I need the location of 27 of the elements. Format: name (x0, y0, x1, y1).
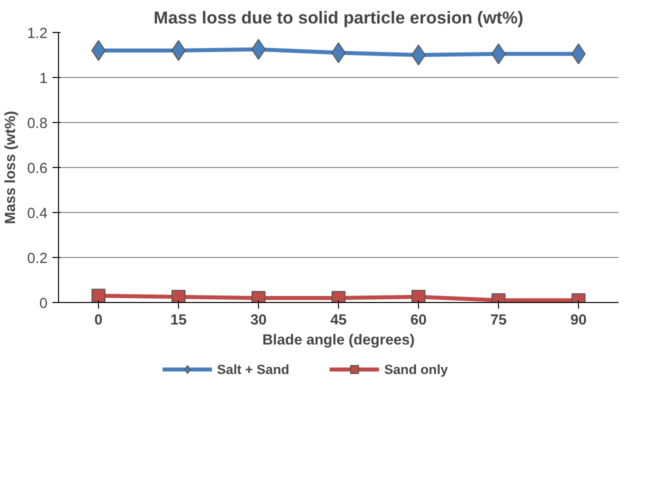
y-tick-label: 0.8 (27, 116, 48, 132)
x-tick-label: 30 (250, 312, 267, 328)
y-tick-label: 0.4 (27, 206, 48, 222)
x-axis-title: Blade angle (degrees) (262, 332, 415, 348)
point (332, 291, 346, 302)
chart-title: Mass loss due to solid particle erosion (wt%) (154, 8, 524, 28)
point (412, 290, 426, 302)
point (411, 44, 426, 66)
legend-label: Salt + Sand (217, 362, 290, 376)
x-tick-label: 90 (570, 312, 587, 328)
legend-label: Sand only (384, 362, 448, 376)
y-tick-label: 0.2 (27, 251, 48, 267)
x-tick-label: 60 (410, 312, 427, 328)
point (171, 40, 186, 61)
x-tick-label: 45 (330, 312, 347, 328)
point (172, 290, 186, 302)
y-tick-label: 0.6 (27, 161, 48, 177)
x-tick-label: 0 (94, 312, 103, 328)
point (252, 291, 266, 302)
point (91, 40, 106, 61)
y-tick-label: 0 (39, 296, 48, 312)
y-axis-title: Mass loss (wt%) (3, 110, 20, 224)
x-tick-label: 15 (170, 312, 187, 328)
y-tick-label: 1 (39, 71, 48, 87)
y-tick-label: 1.2 (27, 26, 48, 42)
point (92, 288, 106, 302)
x-tick-label: 75 (490, 312, 507, 328)
